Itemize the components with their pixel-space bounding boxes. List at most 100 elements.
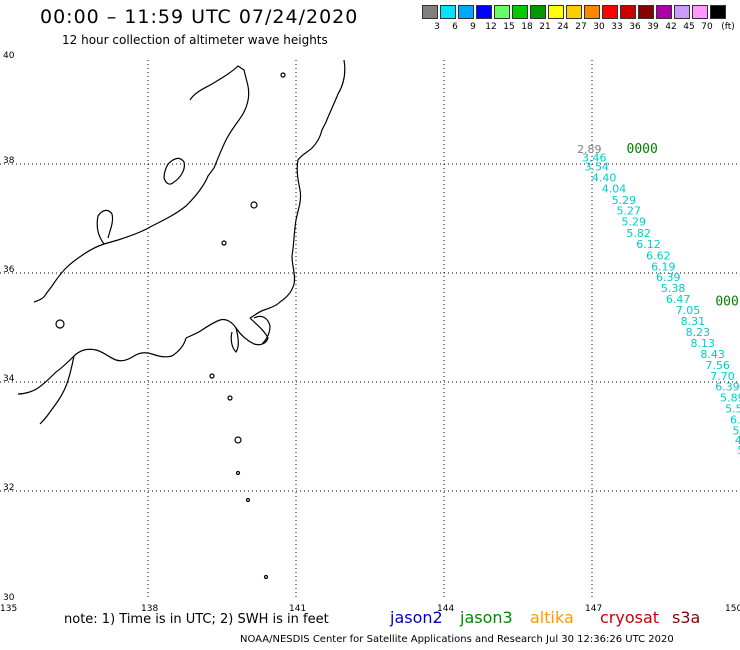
- swh-value: 4.04: [602, 182, 627, 195]
- legend-swatch: [584, 5, 600, 19]
- swh-value: 6.62: [646, 249, 671, 262]
- legend-swatch: [638, 5, 654, 19]
- swh-value: 5.89: [720, 392, 740, 405]
- sado-island: [163, 157, 185, 185]
- footer-note: note: 1) Time is in UTC; 2) SWH is in fe…: [64, 612, 329, 627]
- lat-tick-label: 30: [3, 593, 15, 603]
- swh-observations: 2.893.463.544.404.045.295.275.295.826.12…: [577, 143, 740, 457]
- swh-value: 7.56: [705, 359, 730, 372]
- swh-value: 6.19: [651, 260, 676, 273]
- small-island: [234, 436, 242, 444]
- tokai-coast: [17, 337, 187, 395]
- swh-value: 8.31: [681, 315, 706, 328]
- track-label: 0001: [715, 295, 740, 310]
- noto-peninsula: [96, 209, 114, 245]
- swh-value: 8.13: [691, 337, 716, 350]
- small-island: [221, 240, 227, 246]
- legend-label: 27: [575, 22, 587, 32]
- legend-label: 39: [647, 22, 659, 32]
- swh-value: 5.58: [725, 403, 740, 416]
- legend-unit: (ft): [721, 22, 735, 32]
- page-subtitle: 12 hour collection of altimeter wave hei…: [62, 33, 328, 47]
- legend-label: 36: [629, 22, 641, 32]
- legend-swatch: [458, 5, 474, 19]
- legend-swatch: [656, 5, 672, 19]
- lat-lon-grid: 135 138 141 144 147 150 40 38 36 34 32 30: [0, 51, 740, 614]
- legend-swatch: [530, 5, 546, 19]
- satellite-name: altika: [530, 608, 574, 627]
- lon-tick-label: 141: [289, 604, 306, 614]
- izu-peninsula: [230, 327, 239, 353]
- small-island: [250, 201, 258, 209]
- legend-swatch: [548, 5, 564, 19]
- legend-label: 6: [452, 22, 458, 32]
- swh-value: 5.29: [612, 194, 637, 207]
- legend-swatch: [602, 5, 618, 19]
- small-island: [263, 574, 269, 580]
- lat-tick-label: 40: [3, 51, 15, 61]
- swh-value: 7.05: [676, 304, 701, 317]
- lat-tick-label: 32: [3, 483, 14, 493]
- legend-label: 12: [485, 22, 497, 32]
- lon-tick-label: 144: [437, 604, 454, 614]
- lon-tick-label: 138: [141, 604, 158, 614]
- legend-label: 18: [521, 22, 533, 32]
- legend-label: 15: [503, 22, 515, 32]
- legend-label: 21: [539, 22, 551, 32]
- legend-swatch: [674, 5, 690, 19]
- track-labels: 0000 0001: [627, 142, 740, 310]
- legend-label: 3: [434, 22, 440, 32]
- honshu-coastline: [33, 65, 250, 303]
- swh-value: 6.47: [666, 293, 691, 306]
- legend-swatch: [620, 5, 636, 19]
- swh-value: 6.39: [656, 271, 681, 284]
- legend-swatch: [440, 5, 456, 19]
- lat-tick-label: 34: [3, 374, 15, 384]
- small-island: [227, 395, 233, 401]
- lat-tick-label: 38: [3, 156, 15, 166]
- small-island: [55, 319, 65, 329]
- swh-value: 5.82: [626, 227, 651, 240]
- legend-label: 30: [593, 22, 605, 32]
- kii-peninsula: [39, 355, 75, 425]
- honshu-east-coast: [249, 59, 346, 319]
- coastline: [17, 59, 346, 580]
- satellite-name: jason3: [460, 608, 513, 627]
- swh-value: 5: [737, 444, 740, 457]
- lon-tick-label: 150: [725, 604, 740, 614]
- swh-value: 7.70: [710, 370, 735, 383]
- swh-value: 3.54: [584, 161, 609, 174]
- credit-line: NOAA/NESDIS Center for Satellite Applica…: [240, 634, 674, 645]
- legend-swatch: [710, 5, 726, 19]
- swh-value: 8.43: [700, 348, 725, 361]
- boso-peninsula: [253, 315, 271, 345]
- lon-tick-label: 135: [0, 604, 17, 614]
- swh-value: 4.40: [592, 171, 617, 184]
- page-title: 00:00 – 11:59 UTC 07/24/2020: [40, 6, 359, 28]
- swh-value: 5.29: [621, 216, 646, 229]
- swh-value: 8.23: [686, 326, 711, 339]
- track-label: 0000: [627, 142, 658, 157]
- legend-label: 45: [683, 22, 695, 32]
- small-island: [235, 470, 241, 476]
- satellite-name: s3a: [672, 608, 701, 627]
- legend-swatch: [494, 5, 510, 19]
- swh-value: 5.27: [617, 205, 642, 218]
- legend-label: 33: [611, 22, 623, 32]
- small-island: [245, 497, 251, 503]
- legend-swatch: [566, 5, 582, 19]
- small-island: [209, 373, 215, 379]
- legend-label: 24: [557, 22, 569, 32]
- swh-value: 5.4: [732, 424, 740, 437]
- satellite-name: jason2: [390, 608, 443, 627]
- swh-value: 2.89: [577, 143, 602, 156]
- swh-value: 5.38: [661, 282, 686, 295]
- legend-swatch: [476, 5, 492, 19]
- legend-swatch: [512, 5, 528, 19]
- swh-value: 3.46: [582, 151, 607, 164]
- swh-value: 6.09: [730, 413, 740, 426]
- legend-swatch: [422, 5, 438, 19]
- legend-swatch: [692, 5, 708, 19]
- legend-label: 70: [701, 22, 713, 32]
- swh-value: 6.12: [636, 238, 661, 251]
